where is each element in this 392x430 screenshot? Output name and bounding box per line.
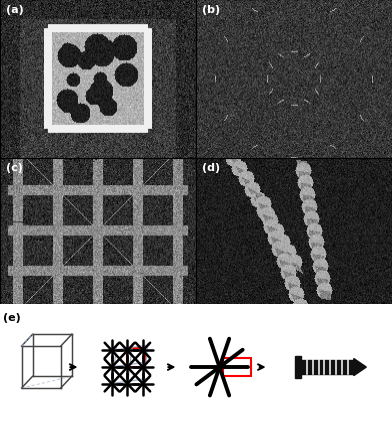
- Text: (a): (a): [6, 5, 24, 15]
- Text: (b): (b): [202, 5, 220, 15]
- Text: (d): (d): [202, 163, 220, 172]
- Bar: [295, 356, 301, 378]
- Text: (c): (c): [6, 163, 23, 172]
- Text: (e): (e): [3, 312, 21, 322]
- Bar: [223, 359, 251, 376]
- Bar: [301, 360, 354, 375]
- Bar: [127, 348, 145, 368]
- Polygon shape: [354, 359, 367, 376]
